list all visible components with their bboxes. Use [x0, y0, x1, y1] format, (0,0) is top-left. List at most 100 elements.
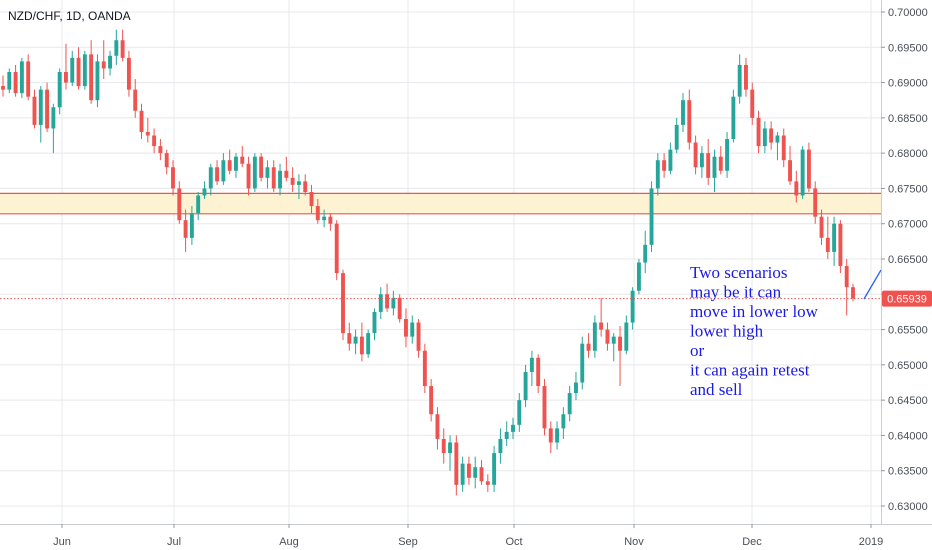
candle[interactable]: [548, 421, 553, 454]
candle[interactable]: [265, 160, 270, 189]
candle[interactable]: [278, 163, 282, 196]
candle[interactable]: [781, 128, 786, 168]
candle[interactable]: [555, 421, 560, 450]
candle[interactable]: [718, 146, 723, 175]
candle[interactable]: [744, 57, 748, 97]
candle[interactable]: [126, 50, 131, 97]
candle[interactable]: [668, 142, 673, 175]
candle[interactable]: [832, 216, 837, 267]
candle[interactable]: [234, 153, 238, 178]
candle[interactable]: [64, 43, 68, 90]
candle[interactable]: [674, 117, 679, 154]
candle[interactable]: [202, 181, 207, 200]
candle[interactable]: [19, 57, 24, 99]
candle[interactable]: [221, 153, 226, 185]
candle[interactable]: [756, 110, 761, 154]
candle[interactable]: [334, 220, 339, 281]
candle[interactable]: [517, 393, 522, 432]
candle[interactable]: [492, 446, 497, 492]
candle[interactable]: [699, 146, 704, 178]
candle[interactable]: [322, 209, 327, 228]
candle[interactable]: [70, 50, 75, 87]
candle[interactable]: [825, 216, 830, 259]
candle[interactable]: [38, 86, 43, 143]
candle[interactable]: [271, 160, 276, 192]
candle[interactable]: [120, 29, 125, 62]
candle[interactable]: [511, 417, 515, 439]
candle[interactable]: [366, 329, 371, 358]
candle[interactable]: [504, 421, 509, 447]
candle[interactable]: [800, 146, 805, 200]
candle[interactable]: [605, 322, 610, 351]
candle[interactable]: [328, 213, 333, 231]
candle[interactable]: [284, 156, 289, 182]
candle[interactable]: [466, 456, 471, 485]
candle[interactable]: [813, 181, 818, 224]
candle[interactable]: [693, 135, 698, 175]
candle[interactable]: [26, 54, 31, 101]
candle[interactable]: [177, 181, 182, 224]
candle[interactable]: [630, 287, 635, 330]
candle[interactable]: [851, 283, 855, 302]
candle[interactable]: [592, 315, 597, 358]
candle[interactable]: [152, 128, 157, 154]
candle[interactable]: [133, 79, 138, 118]
candle[interactable]: [101, 40, 106, 80]
candle[interactable]: [391, 290, 396, 316]
candle[interactable]: [485, 474, 490, 492]
candle[interactable]: [542, 378, 547, 436]
candle[interactable]: [252, 153, 257, 192]
candle[interactable]: [655, 153, 660, 196]
trend-line-drawing[interactable]: [863, 269, 882, 300]
candle[interactable]: [712, 149, 717, 192]
candle[interactable]: [611, 333, 616, 362]
candle[interactable]: [643, 230, 648, 274]
candle[interactable]: [618, 326, 622, 387]
candle[interactable]: [57, 68, 62, 115]
candle[interactable]: [775, 131, 780, 161]
candle[interactable]: [523, 364, 528, 408]
candle[interactable]: [844, 259, 849, 316]
candle[interactable]: [561, 407, 566, 439]
candle[interactable]: [145, 117, 150, 143]
candle[interactable]: [164, 149, 169, 175]
candle[interactable]: [296, 174, 301, 200]
candle[interactable]: [599, 297, 604, 337]
candle[interactable]: [196, 191, 201, 221]
candle[interactable]: [45, 82, 50, 132]
candle[interactable]: [762, 121, 767, 154]
candle[interactable]: [788, 146, 792, 185]
candle[interactable]: [435, 407, 440, 450]
candle[interactable]: [567, 386, 572, 422]
candle[interactable]: [7, 68, 12, 94]
candle[interactable]: [89, 40, 94, 104]
candle[interactable]: [479, 460, 484, 485]
candle[interactable]: [259, 153, 264, 182]
candle[interactable]: [215, 160, 220, 185]
candle[interactable]: [171, 160, 175, 196]
candle[interactable]: [13, 64, 18, 97]
candle[interactable]: [731, 89, 736, 143]
candle[interactable]: [372, 308, 377, 341]
candle[interactable]: [240, 146, 245, 168]
candle[interactable]: [95, 54, 100, 108]
candle[interactable]: [416, 318, 421, 358]
candle[interactable]: [687, 89, 692, 150]
candle[interactable]: [819, 209, 824, 245]
candle[interactable]: [441, 428, 446, 464]
candle[interactable]: [838, 220, 843, 274]
candle[interactable]: [586, 333, 591, 358]
candle[interactable]: [378, 287, 383, 319]
candle[interactable]: [574, 371, 578, 401]
candle[interactable]: [473, 456, 478, 489]
candle[interactable]: [454, 435, 459, 496]
candle[interactable]: [536, 354, 541, 394]
candle[interactable]: [649, 181, 654, 252]
candle[interactable]: [636, 259, 641, 295]
candle[interactable]: [51, 103, 56, 154]
candle[interactable]: [189, 206, 194, 245]
candle[interactable]: [32, 89, 37, 129]
candle[interactable]: [246, 156, 251, 196]
